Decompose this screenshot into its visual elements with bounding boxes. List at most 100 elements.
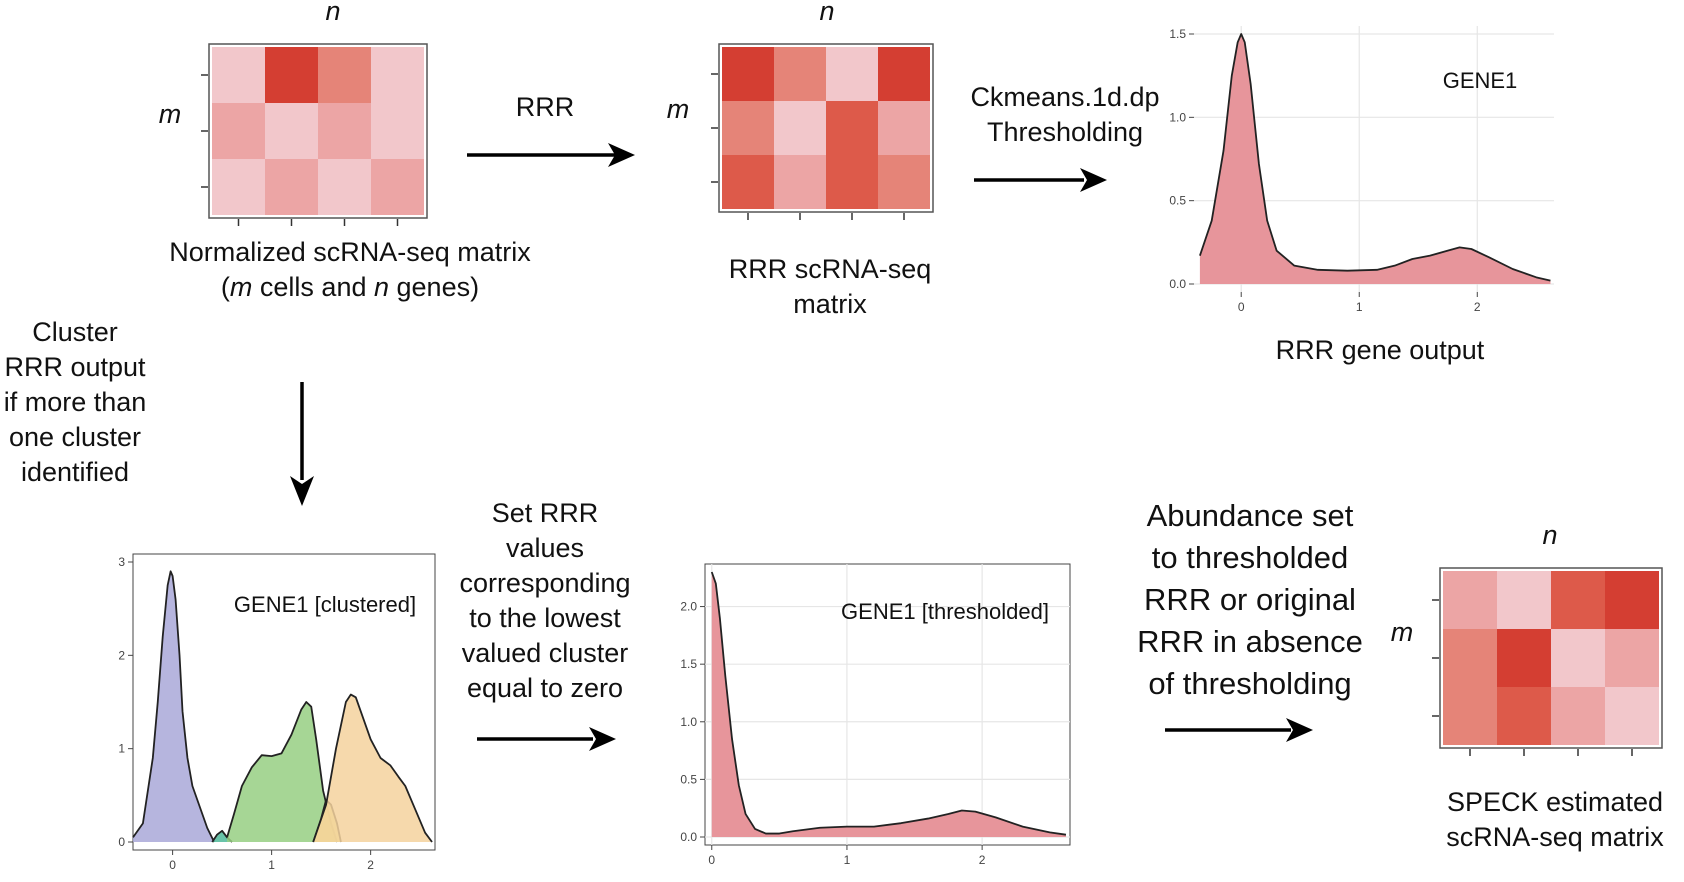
- matrix-frame: [208, 43, 428, 219]
- matrix-cell: [265, 103, 318, 159]
- chart-title: GENE1 [thresholded]: [841, 599, 1049, 624]
- matrix-cell: [265, 47, 318, 103]
- rrr-arrow: [467, 143, 635, 167]
- chart-title: GENE1: [1443, 68, 1518, 93]
- density-area: [227, 702, 337, 842]
- matrix-col-label: n: [325, 0, 341, 26]
- matrix-row-label: m: [1390, 617, 1414, 647]
- matrix-cell: [878, 101, 930, 155]
- density-line: [710, 571, 1067, 836]
- set-label-line5: valued cluster: [461, 638, 629, 668]
- y-tick-label: 1: [118, 742, 125, 756]
- matrix-cell: [826, 101, 878, 155]
- matrix-cell: [212, 159, 265, 215]
- density-area: [133, 571, 215, 842]
- speck-matrix-panel: n m: [1391, 520, 1684, 780]
- gene-output-density-chart: 0.0 0.5 1.0 1.5 0 1 2 GENE1: [1169, 26, 1554, 314]
- matrix-cell: [722, 155, 774, 209]
- y-tick-label: 2.0: [680, 600, 697, 614]
- abundance-arrow-label: Abundance set to thresholded RRR or orig…: [1110, 495, 1390, 705]
- chart-frame: [704, 563, 1071, 846]
- normalized-matrix-panel: n m: [159, 0, 455, 235]
- abundance-arrow: [1165, 718, 1313, 742]
- normalized-caption-line2: (m cells and n genes): [220, 272, 480, 302]
- matrix-row-label: m: [666, 94, 690, 124]
- x-tick-label: 0: [169, 858, 176, 872]
- matrix-cell: [212, 47, 265, 103]
- ckmeans-arrow: [974, 168, 1107, 192]
- matrix-cell: [318, 159, 371, 215]
- x-tick-label: 1: [844, 853, 851, 867]
- rrr-matrix-heatmap: [711, 43, 934, 220]
- matrix-cell: [722, 47, 774, 101]
- abundance-label-line3: RRR or original: [1144, 582, 1356, 617]
- x-tick-label: 1: [1356, 300, 1363, 314]
- y-tick-label: 0.0: [1169, 277, 1186, 291]
- matrix-cell: [1443, 629, 1497, 687]
- chart-title: GENE1 [clustered]: [234, 592, 416, 617]
- clustered-density-chart: 0 1 2 3 0 1 2 GENE1 [clustered]: [118, 553, 436, 872]
- x-tick-label: 0: [708, 853, 715, 867]
- matrix-cell: [371, 47, 424, 103]
- x-tick-label: 2: [979, 853, 986, 867]
- matrix-cell: [1605, 629, 1659, 687]
- matrix-cell: [1605, 571, 1659, 629]
- cluster-down-arrow: [290, 382, 314, 506]
- matrix-cell: [774, 155, 826, 209]
- abundance-label-line4: RRR in absence: [1137, 624, 1363, 659]
- rrr-caption-line1: RRR scRNA-seq: [728, 254, 932, 284]
- y-tick-label: 0: [118, 835, 125, 849]
- y-tick-label: 1.5: [680, 657, 697, 671]
- normalized-matrix-caption: Normalized scRNA-seq matrix (m cells and…: [150, 235, 550, 305]
- y-tick-label: 3: [118, 555, 125, 569]
- matrix-frame: [1439, 567, 1663, 749]
- cluster-label-line1: Cluster: [32, 317, 118, 347]
- matrix-cell: [1551, 571, 1605, 629]
- abundance-label-line5: of thresholding: [1148, 666, 1352, 701]
- density-line: [226, 701, 338, 843]
- matrix-cell: [878, 155, 930, 209]
- matrix-col-label: n: [1542, 520, 1558, 550]
- x-tick-label: 2: [367, 858, 374, 872]
- rrr-caption-line2: matrix: [793, 289, 867, 319]
- thresholded-density-chart: 0.0 0.5 1.0 1.5 2.0 0 1 2 GENE1 [thresholded]: [680, 563, 1071, 867]
- set-label-line6: equal to zero: [466, 673, 624, 703]
- density-line: [312, 693, 433, 843]
- set-label-line3: corresponding: [459, 568, 631, 598]
- speck-caption-line2: scRNA-seq matrix: [1446, 822, 1664, 852]
- abundance-label-line2: to thresholded: [1151, 540, 1349, 575]
- rrr-arrow-label: RRR: [515, 92, 575, 122]
- matrix-cell: [212, 103, 265, 159]
- y-tick-label: 1.5: [1169, 27, 1186, 41]
- cluster-label-line4: one cluster: [8, 422, 142, 452]
- cluster-label-line5: identified: [20, 457, 130, 487]
- ckmeans-arrow-label: Ckmeans.1d.dp Thresholding: [950, 80, 1180, 150]
- matrix-cell: [1497, 629, 1551, 687]
- matrix-cell: [826, 47, 878, 101]
- speck-caption-line1: SPECK estimated: [1446, 787, 1664, 817]
- y-tick-label: 0.5: [1169, 194, 1186, 208]
- matrix-frame: [718, 43, 934, 213]
- matrix-cell: [1443, 687, 1497, 745]
- speck-matrix-caption: SPECK estimated scRNA-seq matrix: [1430, 785, 1680, 855]
- y-tick-label: 1.0: [680, 715, 697, 729]
- gene-output-caption: RRR gene output: [1275, 335, 1485, 365]
- matrix-cell: [371, 103, 424, 159]
- matrix-cell: [1551, 687, 1605, 745]
- y-tick-label: 1.0: [1169, 110, 1186, 124]
- normalized-matrix-heatmap: [201, 43, 428, 226]
- set-label-line4: to the lowest: [469, 603, 621, 633]
- ckmeans-label-line2: Thresholding: [986, 117, 1144, 147]
- density-line: [1199, 33, 1551, 282]
- rrr-matrix-caption: RRR scRNA-seq matrix: [680, 252, 980, 322]
- y-tick-label: 2: [118, 648, 125, 662]
- matrix-cell: [1497, 571, 1551, 629]
- set-rrr-arrow-label: Set RRR values corresponding to the lowe…: [440, 496, 650, 706]
- matrix-cell: [774, 47, 826, 101]
- matrix-col-label: n: [819, 0, 835, 26]
- set-rrr-arrow: [477, 727, 616, 751]
- set-label-line1: Set RRR: [491, 498, 599, 528]
- cluster-arrow-label: Cluster RRR output if more than one clus…: [0, 315, 155, 490]
- matrix-cell: [878, 47, 930, 101]
- abundance-label-line1: Abundance set: [1146, 498, 1354, 533]
